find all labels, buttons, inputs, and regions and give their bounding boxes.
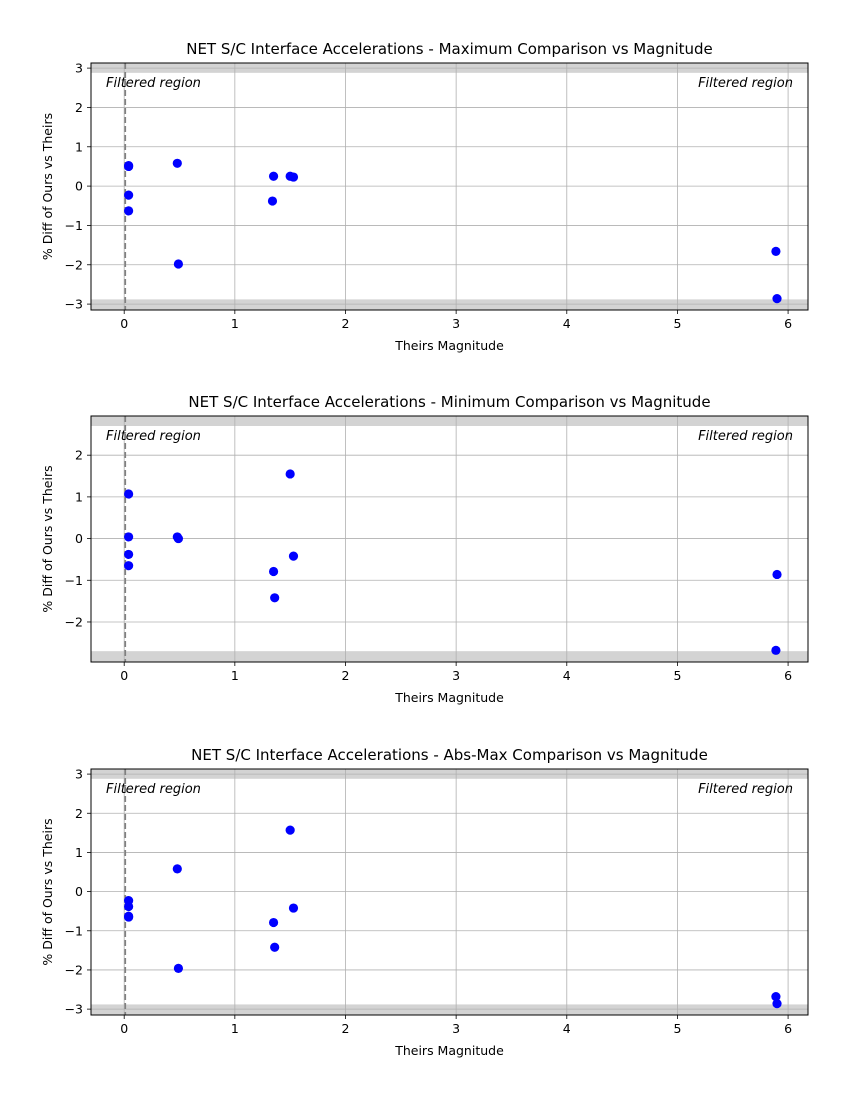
y-tick-label: −2 <box>65 614 83 629</box>
data-point <box>173 259 184 269</box>
y-tick-label: 0 <box>75 884 83 899</box>
data-point <box>270 593 280 603</box>
data-point <box>267 196 278 206</box>
data-point <box>771 246 781 256</box>
filtered-band <box>91 416 808 427</box>
x-tick-label: 2 <box>342 316 350 331</box>
data-point <box>124 561 134 571</box>
data-point <box>772 569 782 580</box>
x-axis-label: Theirs Magnitude <box>394 1043 504 1058</box>
data-point <box>268 917 279 928</box>
y-axis-label: % Diff of Ours vs Theirs <box>40 465 55 612</box>
data-point <box>173 963 184 973</box>
data-point <box>268 566 279 577</box>
y-tick-label: −3 <box>65 297 83 312</box>
data-point <box>771 645 781 655</box>
y-tick-label: −2 <box>65 962 83 977</box>
y-tick-label: 1 <box>75 845 83 860</box>
y-tick-label: −1 <box>65 573 83 588</box>
filtered-region-label-right: Filtered region <box>698 429 793 444</box>
x-tick-label: 4 <box>563 316 571 331</box>
data-point <box>772 999 782 1009</box>
y-tick-label: 3 <box>75 767 83 782</box>
filtered-band <box>91 651 808 662</box>
plot-maximum: 0 1 2 3 4 5 6 −3 −2 −1 0 1 2 3 NET S/C Interface Accel… <box>40 40 809 353</box>
y-tick-label: 0 <box>75 179 83 194</box>
data-point <box>285 469 295 479</box>
data-point <box>268 171 279 181</box>
x-tick-label: 0 <box>120 316 128 331</box>
filtered-region-label-right: Filtered region <box>698 782 793 797</box>
chart-title: NET S/C Interface Accelerations - Maximu… <box>186 40 713 58</box>
y-axis-label: % Diff of Ours vs Theirs <box>40 818 55 965</box>
data-point <box>124 489 134 499</box>
plot-minimum: 0 1 2 3 4 5 6 −2 −1 0 1 2 NET S/C Interface Accelera… <box>40 393 809 705</box>
x-tick-label: 3 <box>452 1021 460 1036</box>
y-tick-label: −3 <box>65 1002 83 1017</box>
x-tick-label: 5 <box>673 316 681 331</box>
chart-title: NET S/C Interface Accelerations - Abs-Ma… <box>191 746 708 764</box>
x-axis-label: Theirs Magnitude <box>394 690 504 705</box>
y-tick-label: −1 <box>65 218 83 233</box>
axes-frame <box>90 415 809 663</box>
x-tick-label: 1 <box>231 1021 239 1036</box>
x-tick-label: 2 <box>342 1021 350 1036</box>
plot-abs-max: 0 1 2 3 4 5 6 −3 −2 −1 0 1 2 3 NET S/C Interface Accel… <box>40 746 809 1058</box>
x-tick-label: 0 <box>120 668 128 683</box>
filtered-band <box>91 299 808 310</box>
x-tick-label: 5 <box>673 1021 681 1036</box>
x-axis-label: Theirs Magnitude <box>394 338 504 353</box>
data-point <box>288 172 299 182</box>
data-point <box>288 903 299 913</box>
data-point <box>771 991 781 1002</box>
data-point <box>124 912 134 922</box>
x-tick-label: 3 <box>452 316 460 331</box>
data-point <box>285 825 295 835</box>
x-tick-label: 2 <box>342 668 350 683</box>
y-axis-label: % Diff of Ours vs Theirs <box>40 113 55 260</box>
y-tick-label: −1 <box>65 923 83 938</box>
x-tick-label: 1 <box>231 316 239 331</box>
y-tick-label: 2 <box>75 806 83 821</box>
data-point <box>124 549 134 560</box>
data-point <box>173 533 184 544</box>
data-point <box>172 158 182 168</box>
x-tick-label: 6 <box>784 1021 792 1036</box>
x-tick-label: 5 <box>673 668 681 683</box>
x-tick-label: 0 <box>120 1021 128 1036</box>
data-point <box>124 161 134 172</box>
filtered-region-label-left: Filtered region <box>106 782 201 797</box>
y-tick-label: −2 <box>65 257 83 272</box>
y-tick-label: 0 <box>75 531 83 546</box>
y-tick-label: 2 <box>75 448 83 463</box>
filtered-band <box>91 1004 808 1015</box>
y-tick-label: 1 <box>75 139 83 154</box>
filtered-region-label-left: Filtered region <box>106 76 201 91</box>
filtered-region-label-right: Filtered region <box>698 76 793 91</box>
data-point <box>124 532 134 542</box>
y-tick-label: 3 <box>75 61 83 76</box>
y-tick-label: 2 <box>75 100 83 115</box>
filtered-region-label-left: Filtered region <box>106 429 201 444</box>
data-point <box>172 864 182 874</box>
x-tick-label: 6 <box>784 668 792 683</box>
x-tick-label: 4 <box>563 1021 571 1036</box>
x-tick-label: 1 <box>231 668 239 683</box>
data-point <box>124 190 134 200</box>
data-point <box>772 293 782 304</box>
x-tick-label: 6 <box>784 316 792 331</box>
data-point <box>270 942 280 952</box>
data-point <box>288 551 299 561</box>
chart-title: NET S/C Interface Accelerations - Minimu… <box>188 393 710 411</box>
data-point <box>124 206 134 216</box>
x-tick-label: 4 <box>563 668 571 683</box>
data-point <box>124 901 134 912</box>
y-tick-label: 1 <box>75 489 83 504</box>
x-tick-label: 3 <box>452 668 460 683</box>
